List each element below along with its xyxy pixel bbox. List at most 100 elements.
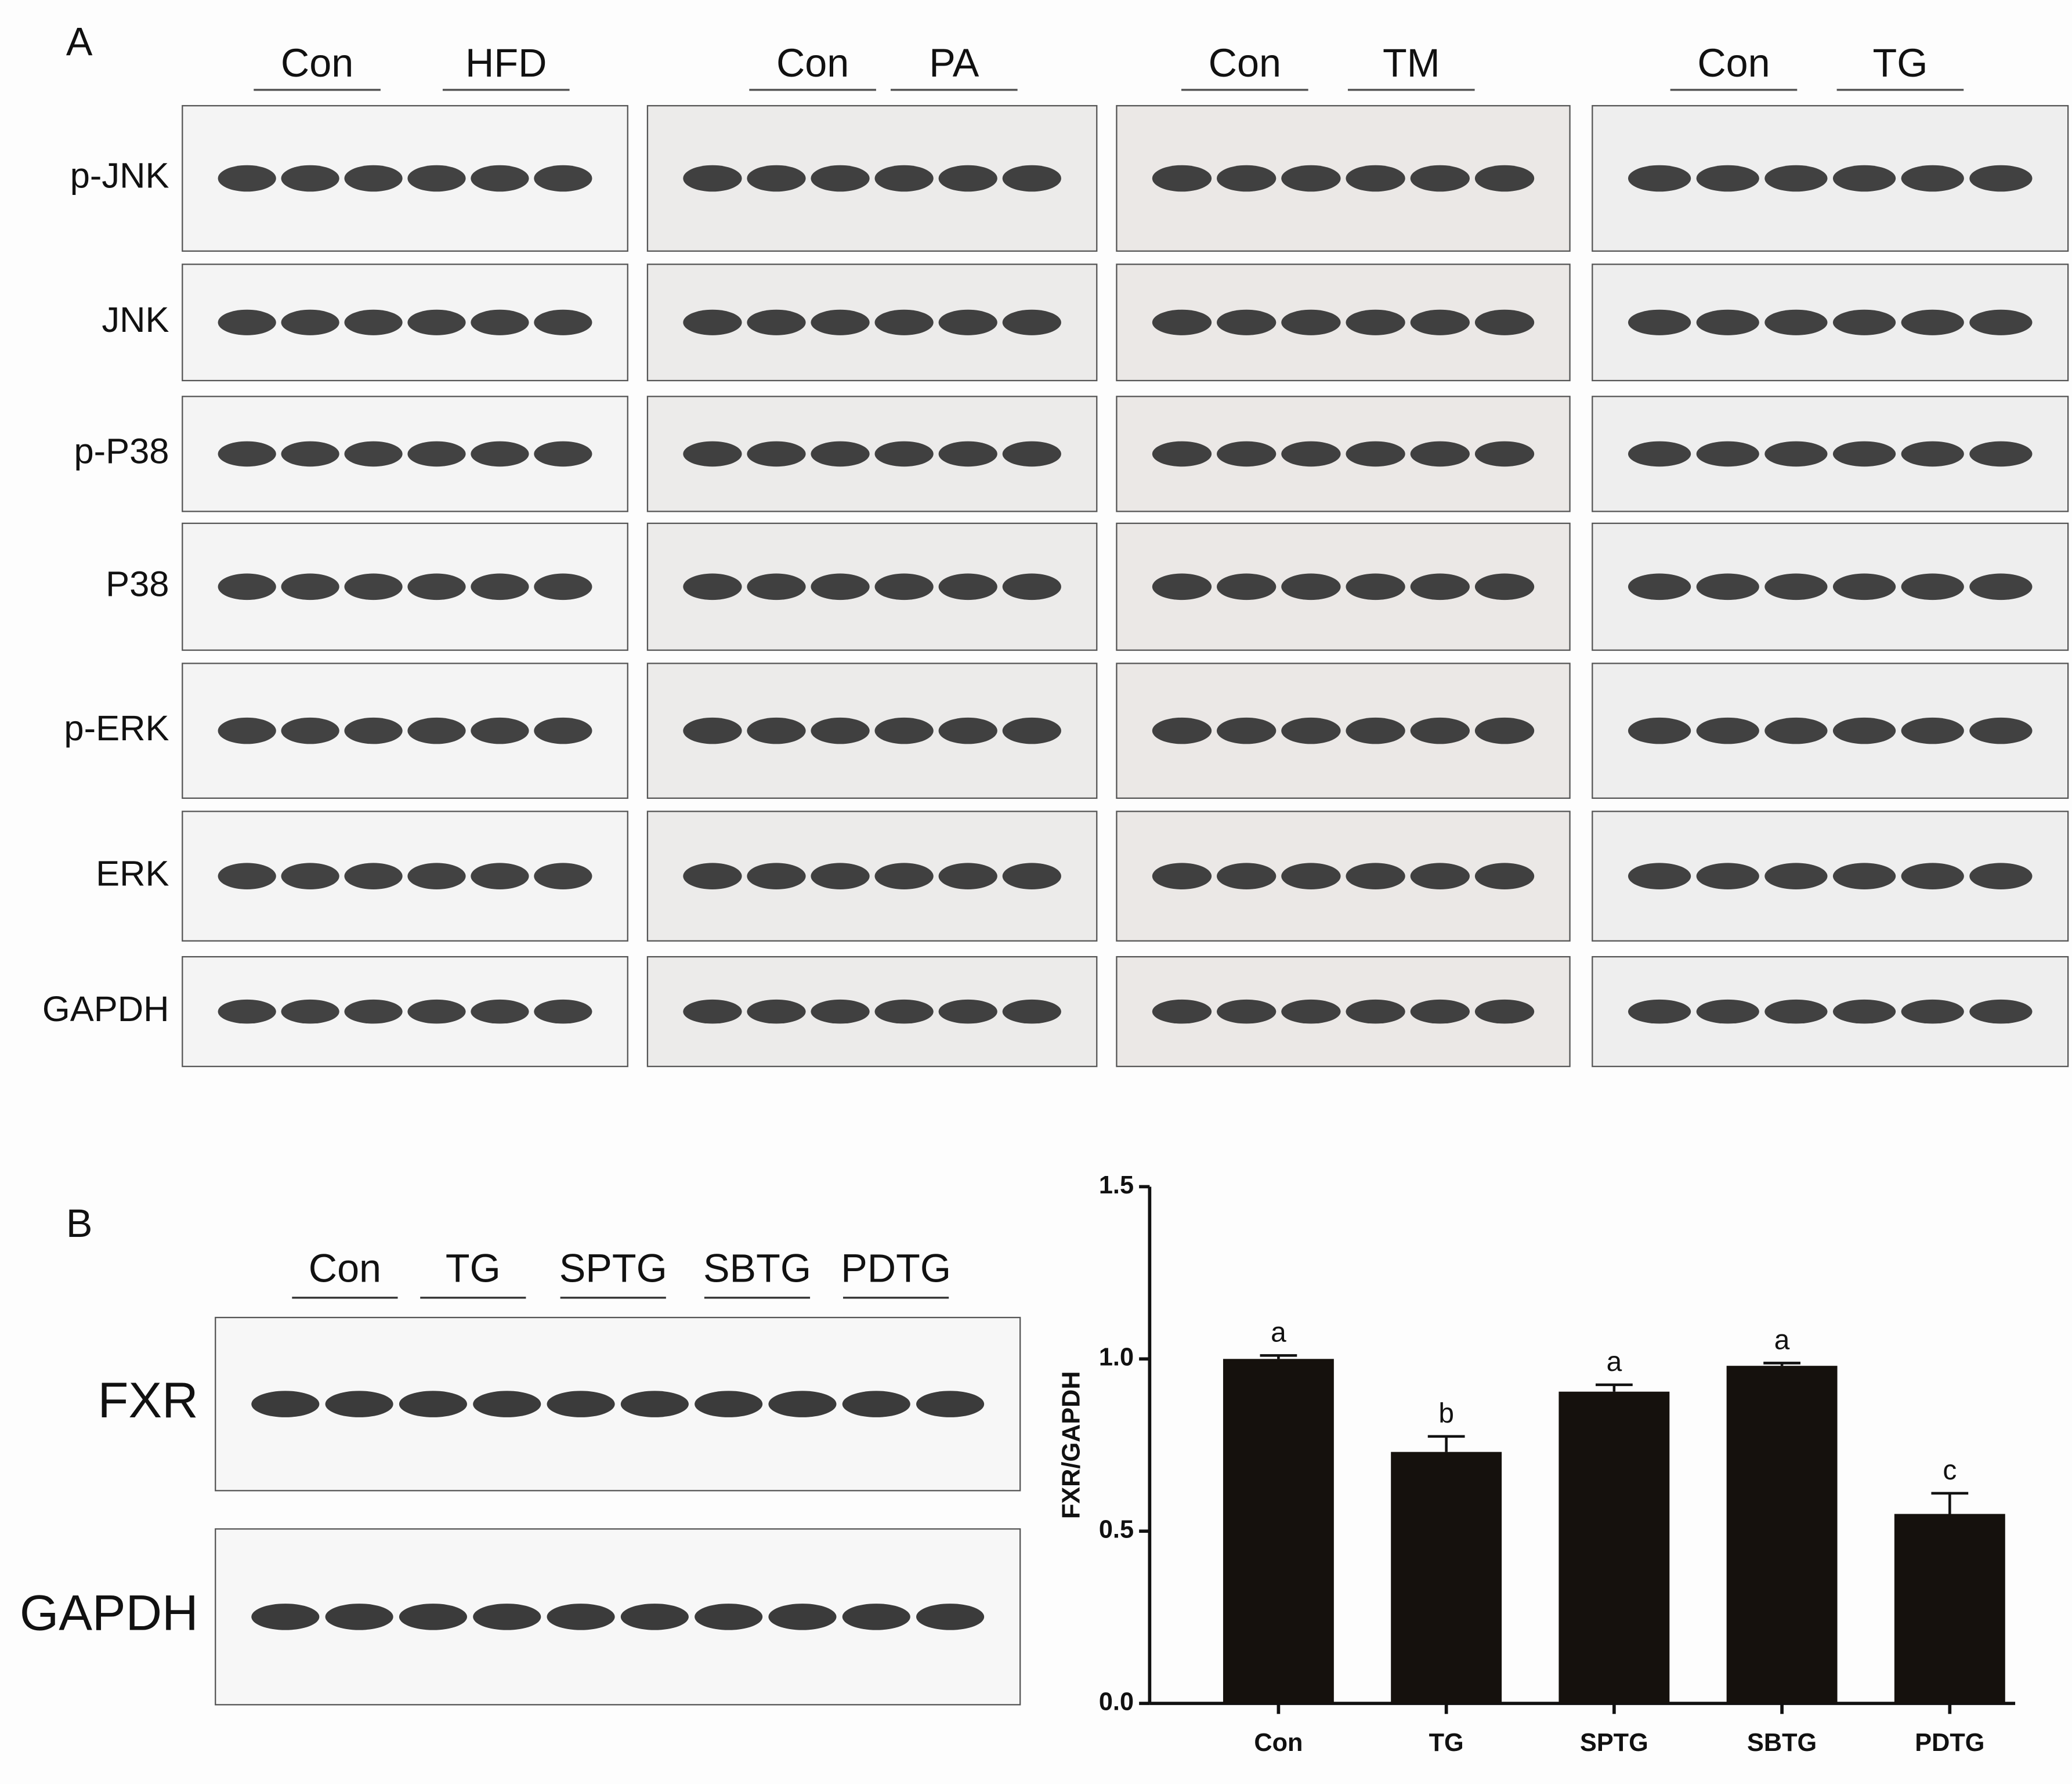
- band: [874, 573, 934, 600]
- band: [874, 165, 934, 192]
- band: [1764, 441, 1828, 467]
- band: [1901, 717, 1964, 744]
- band: [1474, 717, 1535, 744]
- band: [1217, 309, 1277, 335]
- band: [471, 717, 529, 744]
- band: [281, 863, 339, 889]
- band: [683, 441, 742, 467]
- band: [281, 999, 339, 1024]
- band: [916, 1391, 985, 1417]
- band: [344, 309, 403, 335]
- band: [938, 309, 997, 335]
- band: [407, 863, 466, 889]
- x-tick-label: SPTG: [1580, 1729, 1648, 1757]
- band: [1696, 863, 1759, 889]
- band: [218, 165, 276, 192]
- band: [471, 165, 529, 192]
- band: [1696, 717, 1759, 744]
- band: [251, 1391, 320, 1417]
- band: [1969, 573, 2033, 600]
- band: [281, 441, 339, 467]
- band: [473, 1391, 541, 1417]
- group-label: SPTG: [559, 1246, 667, 1290]
- band: [325, 1391, 393, 1417]
- y-tick-label: 1.5: [1099, 1171, 1134, 1199]
- band: [1410, 165, 1470, 192]
- band: [811, 863, 870, 889]
- band: [471, 863, 529, 889]
- band: [281, 309, 339, 335]
- band: [1152, 717, 1212, 744]
- bar: [1391, 1452, 1502, 1704]
- y-axis-title: FXR/GAPDH: [1058, 1371, 1086, 1519]
- band: [1969, 165, 2033, 192]
- protein-label: GAPDH: [20, 1586, 198, 1641]
- group-label: TM: [1383, 41, 1440, 85]
- band: [842, 1604, 910, 1630]
- band: [1764, 309, 1828, 335]
- band: [874, 309, 934, 335]
- band: [768, 1391, 837, 1417]
- band: [473, 1604, 541, 1630]
- band: [695, 1391, 763, 1417]
- protein-label: P38: [106, 564, 169, 605]
- band: [1901, 309, 1964, 335]
- band: [547, 1391, 615, 1417]
- band: [874, 999, 934, 1024]
- band: [1764, 165, 1828, 192]
- band: [534, 441, 592, 467]
- band: [471, 309, 529, 335]
- band: [1474, 999, 1535, 1024]
- band: [534, 999, 592, 1024]
- group-label: Con: [1697, 41, 1770, 85]
- band: [1217, 165, 1277, 192]
- band: [1217, 441, 1277, 467]
- band: [1346, 165, 1405, 192]
- band: [916, 1604, 985, 1630]
- protein-label: FXR: [98, 1373, 198, 1428]
- band: [344, 999, 403, 1024]
- band: [1628, 441, 1691, 467]
- band: [1901, 165, 1964, 192]
- band: [620, 1604, 689, 1630]
- band: [747, 573, 806, 600]
- band: [1696, 999, 1759, 1024]
- band: [683, 999, 742, 1024]
- band: [407, 573, 466, 600]
- band: [1346, 999, 1405, 1024]
- band: [747, 309, 806, 335]
- band: [218, 441, 276, 467]
- band: [1217, 863, 1277, 889]
- band: [1628, 717, 1691, 744]
- band: [1002, 863, 1061, 889]
- band: [471, 573, 529, 600]
- band: [1346, 863, 1405, 889]
- band: [683, 309, 742, 335]
- group-label: TG: [446, 1246, 501, 1290]
- band: [1696, 573, 1759, 600]
- band: [1281, 717, 1341, 744]
- band: [1764, 999, 1828, 1024]
- band: [1628, 863, 1691, 889]
- band: [747, 441, 806, 467]
- band: [811, 309, 870, 335]
- group-label: Con: [1209, 41, 1281, 85]
- protein-label: GAPDH: [42, 989, 169, 1029]
- band: [1346, 573, 1405, 600]
- band: [874, 863, 934, 889]
- band: [1969, 999, 2033, 1024]
- group-label: HFD: [465, 41, 547, 85]
- error-bar: [1595, 1383, 1633, 1392]
- band: [1346, 309, 1405, 335]
- band: [1002, 165, 1061, 192]
- band: [325, 1604, 393, 1630]
- group-label: Con: [776, 41, 849, 85]
- group-label: SBTG: [703, 1246, 811, 1290]
- band: [811, 717, 870, 744]
- band: [683, 573, 742, 600]
- band: [1410, 717, 1470, 744]
- band: [1217, 999, 1277, 1024]
- bar: [1223, 1359, 1334, 1704]
- band: [1832, 999, 1896, 1024]
- band: [1281, 309, 1341, 335]
